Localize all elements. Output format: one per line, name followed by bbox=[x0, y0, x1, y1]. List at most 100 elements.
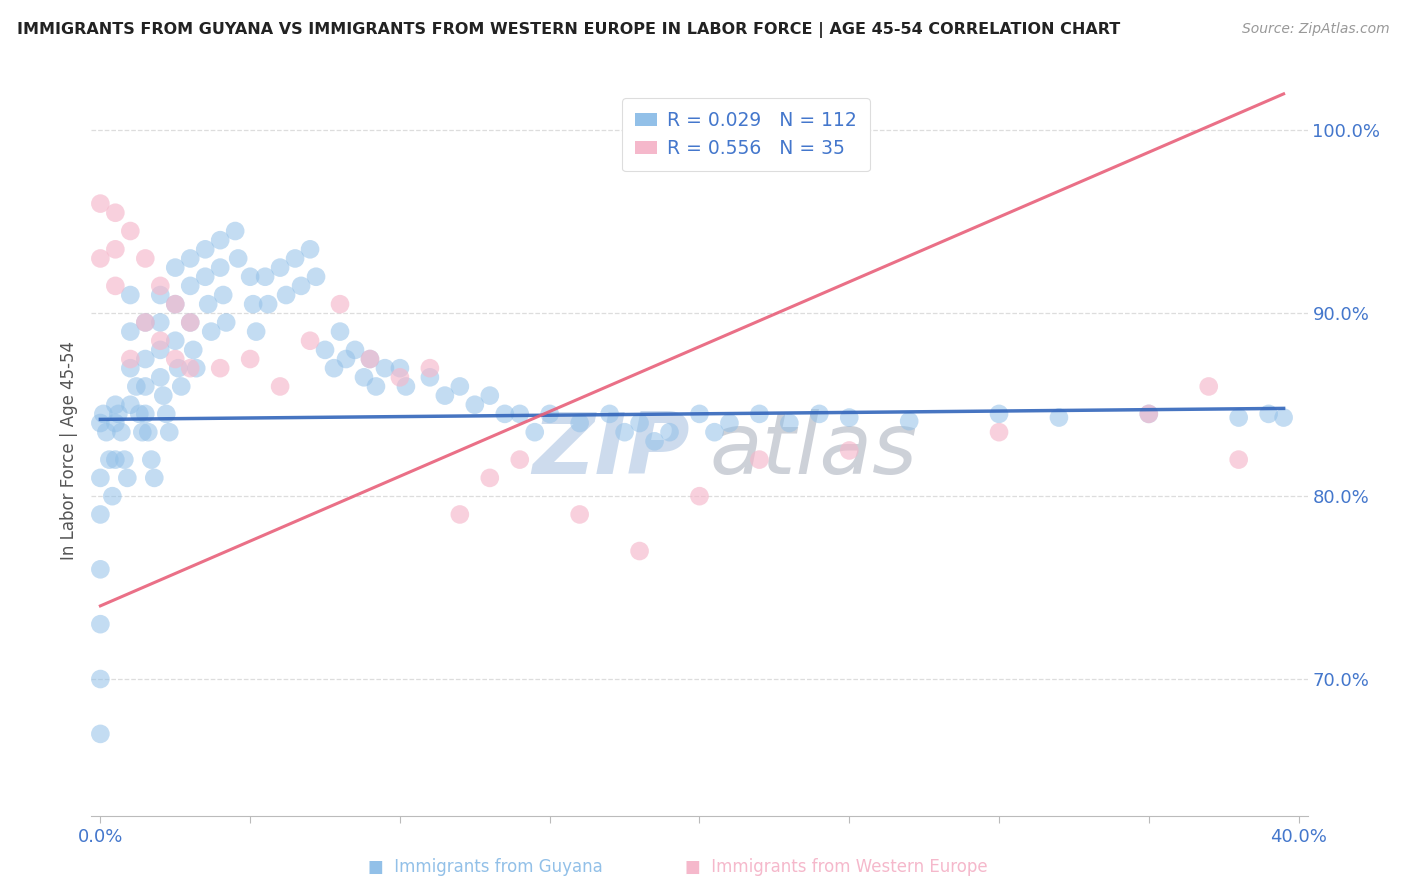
Point bbox=[89, 562, 111, 576]
Point bbox=[149, 343, 172, 357]
Point bbox=[239, 269, 262, 284]
Point bbox=[89, 508, 111, 522]
Point bbox=[120, 361, 142, 376]
Point bbox=[478, 471, 501, 485]
Point bbox=[93, 407, 115, 421]
Point bbox=[568, 416, 591, 430]
Point bbox=[134, 351, 156, 366]
Point bbox=[186, 361, 208, 376]
Point bbox=[170, 379, 193, 393]
Point bbox=[748, 452, 770, 467]
Point bbox=[212, 288, 235, 302]
Point bbox=[254, 269, 277, 284]
Point bbox=[149, 278, 172, 293]
Point bbox=[226, 252, 249, 266]
Point bbox=[449, 508, 471, 522]
Point bbox=[136, 425, 159, 439]
Point bbox=[128, 407, 150, 421]
Point bbox=[1137, 407, 1160, 421]
Point bbox=[658, 425, 681, 439]
Point bbox=[194, 242, 217, 256]
Point bbox=[117, 471, 139, 485]
Point bbox=[209, 260, 232, 275]
Text: ZIP: ZIP bbox=[531, 409, 690, 492]
Point bbox=[838, 443, 860, 458]
Point bbox=[120, 288, 142, 302]
Point bbox=[179, 252, 201, 266]
Text: IMMIGRANTS FROM GUYANA VS IMMIGRANTS FROM WESTERN EUROPE IN LABOR FORCE | AGE 45: IMMIGRANTS FROM GUYANA VS IMMIGRANTS FRO… bbox=[17, 22, 1121, 38]
Point bbox=[165, 297, 187, 311]
Point bbox=[1272, 410, 1295, 425]
Point bbox=[194, 269, 217, 284]
Point bbox=[323, 361, 346, 376]
Point bbox=[181, 343, 204, 357]
Point bbox=[599, 407, 621, 421]
Point bbox=[388, 370, 411, 384]
Point bbox=[359, 351, 381, 366]
Point bbox=[509, 407, 531, 421]
Point bbox=[838, 410, 860, 425]
Point bbox=[89, 416, 111, 430]
Point bbox=[141, 452, 163, 467]
Point bbox=[143, 471, 166, 485]
Point bbox=[134, 407, 156, 421]
Point bbox=[197, 297, 219, 311]
Point bbox=[149, 315, 172, 329]
Point bbox=[329, 297, 352, 311]
Point bbox=[1227, 452, 1250, 467]
Point bbox=[134, 315, 156, 329]
Point bbox=[152, 389, 174, 403]
Point bbox=[1047, 410, 1070, 425]
Point bbox=[509, 452, 531, 467]
Point bbox=[395, 379, 418, 393]
Point bbox=[239, 351, 262, 366]
Point bbox=[165, 260, 187, 275]
Text: ■  Immigrants from Western Europe: ■ Immigrants from Western Europe bbox=[685, 858, 988, 876]
Point bbox=[104, 205, 127, 219]
Point bbox=[613, 425, 636, 439]
Point bbox=[104, 416, 127, 430]
Point bbox=[179, 315, 201, 329]
Point bbox=[149, 288, 172, 302]
Point bbox=[120, 398, 142, 412]
Point bbox=[242, 297, 264, 311]
Point bbox=[703, 425, 725, 439]
Point bbox=[718, 416, 741, 430]
Point bbox=[778, 416, 800, 430]
Point bbox=[134, 252, 156, 266]
Point bbox=[89, 196, 111, 211]
Point bbox=[112, 452, 135, 467]
Point bbox=[1198, 379, 1220, 393]
Point bbox=[353, 370, 375, 384]
Point bbox=[149, 370, 172, 384]
Point bbox=[688, 407, 710, 421]
Point bbox=[290, 278, 312, 293]
Point bbox=[96, 425, 118, 439]
Point bbox=[134, 315, 156, 329]
Text: Source: ZipAtlas.com: Source: ZipAtlas.com bbox=[1241, 22, 1389, 37]
Point bbox=[89, 471, 111, 485]
Point bbox=[808, 407, 831, 421]
Point bbox=[538, 407, 561, 421]
Point bbox=[388, 361, 411, 376]
Point bbox=[104, 452, 127, 467]
Point bbox=[1257, 407, 1279, 421]
Point bbox=[179, 278, 201, 293]
Point bbox=[200, 325, 222, 339]
Point bbox=[209, 233, 232, 247]
Point bbox=[988, 407, 1011, 421]
Point bbox=[269, 260, 291, 275]
Point bbox=[419, 361, 441, 376]
Point bbox=[523, 425, 546, 439]
Point bbox=[269, 379, 291, 393]
Point bbox=[120, 224, 142, 238]
Point bbox=[464, 398, 486, 412]
Point bbox=[299, 334, 322, 348]
Point bbox=[257, 297, 280, 311]
Point bbox=[107, 407, 129, 421]
Point bbox=[89, 672, 111, 686]
Point bbox=[314, 343, 336, 357]
Point bbox=[110, 425, 132, 439]
Y-axis label: In Labor Force | Age 45-54: In Labor Force | Age 45-54 bbox=[59, 341, 77, 560]
Point bbox=[89, 252, 111, 266]
